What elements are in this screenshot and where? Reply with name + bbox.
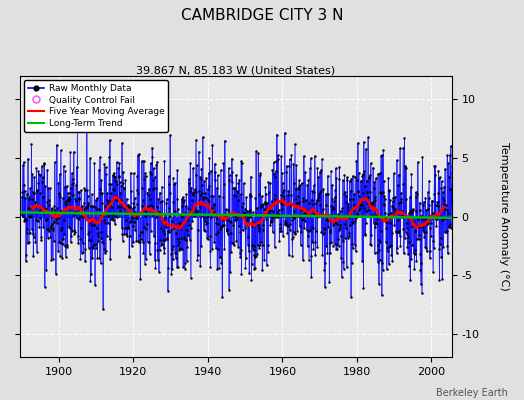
Text: Berkeley Earth: Berkeley Earth <box>436 388 508 398</box>
Y-axis label: Temperature Anomaly (°C): Temperature Anomaly (°C) <box>499 142 509 291</box>
Legend: Raw Monthly Data, Quality Control Fail, Five Year Moving Average, Long-Term Tren: Raw Monthly Data, Quality Control Fail, … <box>25 80 168 132</box>
Text: CAMBRIDGE CITY 3 N: CAMBRIDGE CITY 3 N <box>181 8 343 23</box>
Title: 39.867 N, 85.183 W (United States): 39.867 N, 85.183 W (United States) <box>136 65 335 75</box>
